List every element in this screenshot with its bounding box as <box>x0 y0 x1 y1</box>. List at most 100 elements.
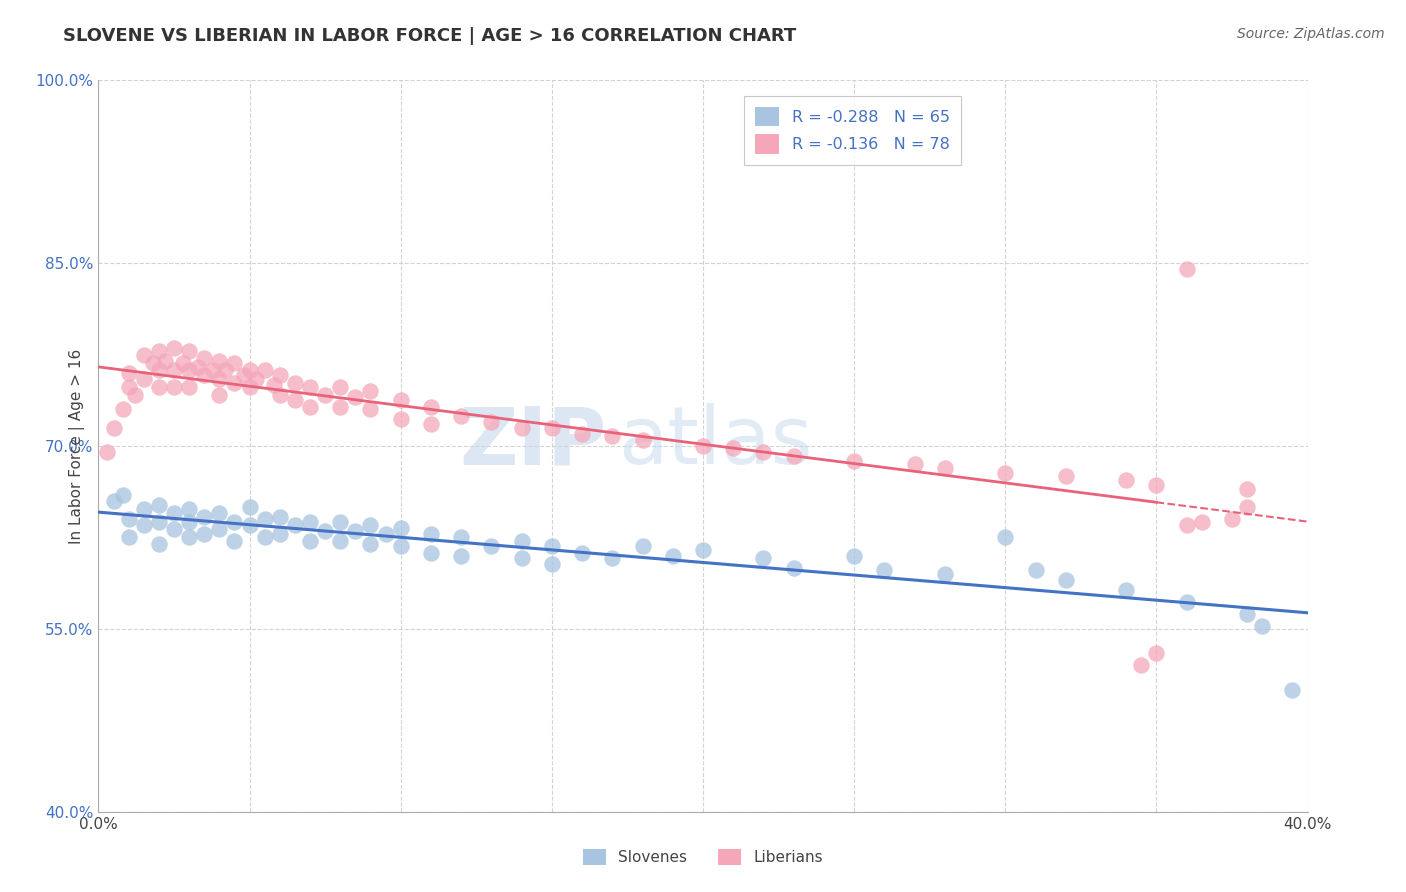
Point <box>148 536 170 550</box>
Point <box>148 363 170 377</box>
Point <box>179 502 201 516</box>
Point <box>118 530 141 544</box>
Point <box>420 400 443 414</box>
Point <box>193 368 215 383</box>
Point <box>208 522 231 536</box>
Point <box>1175 518 1198 533</box>
Point <box>389 539 412 553</box>
Point <box>132 372 155 386</box>
Point <box>420 417 443 431</box>
Point <box>163 506 186 520</box>
Point <box>844 549 866 563</box>
Y-axis label: In Labor Force | Age > 16: In Labor Force | Age > 16 <box>69 349 84 543</box>
Point <box>450 530 472 544</box>
Point <box>329 534 352 549</box>
Point <box>631 433 654 447</box>
Point <box>208 506 231 520</box>
Point <box>163 522 186 536</box>
Point <box>1191 515 1213 529</box>
Point <box>179 530 201 544</box>
Point <box>187 359 209 374</box>
Text: SLOVENE VS LIBERIAN IN LABOR FORCE | AGE > 16 CORRELATION CHART: SLOVENE VS LIBERIAN IN LABOR FORCE | AGE… <box>63 27 797 45</box>
Point <box>450 549 472 563</box>
Point <box>179 515 201 529</box>
Point <box>752 551 775 566</box>
Point <box>299 534 322 549</box>
Point <box>263 378 285 392</box>
Point <box>132 518 155 533</box>
Point <box>1115 473 1137 487</box>
Point <box>314 388 336 402</box>
Point <box>934 461 956 475</box>
Point <box>269 388 291 402</box>
Point <box>360 384 382 399</box>
Point <box>96 445 118 459</box>
Point <box>208 353 231 368</box>
Point <box>752 445 775 459</box>
Point <box>148 343 170 358</box>
Point <box>253 363 276 377</box>
Point <box>389 392 412 407</box>
Point <box>510 421 533 435</box>
Legend: R = -0.288   N = 65, R = -0.136   N = 78: R = -0.288 N = 65, R = -0.136 N = 78 <box>744 95 962 165</box>
Point <box>692 542 714 557</box>
Point <box>148 380 170 394</box>
Point <box>103 493 125 508</box>
Text: ZIP: ZIP <box>458 403 606 482</box>
Point <box>299 380 322 394</box>
Point <box>389 521 412 535</box>
Point <box>1130 658 1153 673</box>
Point <box>239 500 262 514</box>
Point <box>253 512 276 526</box>
Point <box>224 356 246 370</box>
Point <box>148 515 170 529</box>
Point <box>179 343 201 358</box>
Point <box>631 539 654 553</box>
Point <box>193 509 215 524</box>
Point <box>450 409 472 423</box>
Point <box>245 372 267 386</box>
Point <box>172 356 194 370</box>
Point <box>208 388 231 402</box>
Point <box>1236 482 1258 496</box>
Point <box>202 363 225 377</box>
Legend: Slovenes, Liberians: Slovenes, Liberians <box>576 843 830 871</box>
Point <box>142 356 165 370</box>
Point <box>1054 573 1077 587</box>
Point <box>284 376 307 390</box>
Point <box>1144 646 1167 660</box>
Point <box>284 392 307 407</box>
Point <box>329 380 352 394</box>
Point <box>153 353 176 368</box>
Point <box>224 515 246 529</box>
Point <box>540 421 562 435</box>
Point <box>253 530 276 544</box>
Point <box>118 512 141 526</box>
Point <box>374 526 396 541</box>
Point <box>118 380 141 394</box>
Point <box>329 400 352 414</box>
Point <box>602 551 624 566</box>
Point <box>1144 478 1167 492</box>
Point <box>118 366 141 380</box>
Point <box>314 524 336 539</box>
Point <box>163 380 186 394</box>
Point <box>329 515 352 529</box>
Point <box>284 518 307 533</box>
Point <box>132 502 155 516</box>
Point <box>873 563 896 577</box>
Point <box>360 402 382 417</box>
Point <box>420 526 443 541</box>
Point <box>602 429 624 443</box>
Point <box>571 546 593 560</box>
Point <box>1115 582 1137 597</box>
Point <box>132 347 155 362</box>
Point <box>193 351 215 366</box>
Point <box>510 551 533 566</box>
Point <box>269 368 291 383</box>
Point <box>1236 607 1258 622</box>
Point <box>420 546 443 560</box>
Point <box>269 509 291 524</box>
Point <box>481 415 503 429</box>
Point <box>1281 682 1303 697</box>
